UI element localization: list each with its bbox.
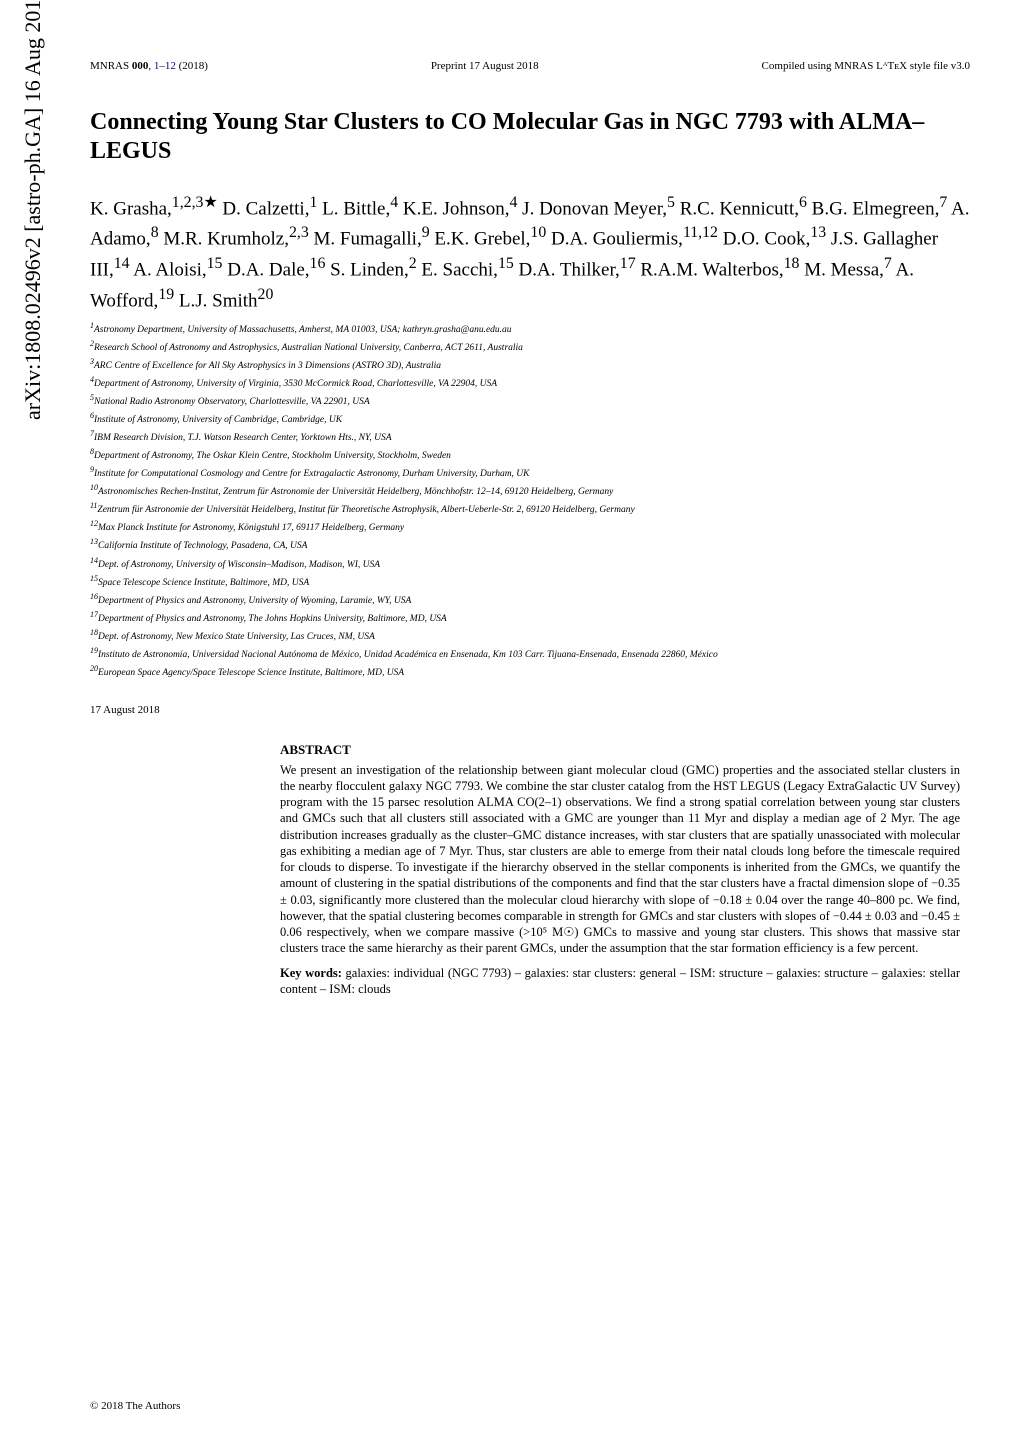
- affiliation: 11Zentrum für Astronomie der Universität…: [90, 501, 970, 517]
- keywords-label: Key words:: [280, 966, 342, 980]
- affiliation: 8Department of Astronomy, The Oskar Klei…: [90, 447, 970, 463]
- affiliation: 5National Radio Astronomy Observatory, C…: [90, 393, 970, 409]
- header-right: Compiled using MNRAS LᴬTᴇX style file v3…: [762, 60, 970, 72]
- affiliation: 18Dept. of Astronomy, New Mexico State U…: [90, 628, 970, 644]
- header-page-end: 12: [165, 60, 176, 72]
- affiliation: 10Astronomisches Rechen-Institut, Zentru…: [90, 483, 970, 499]
- affiliation: 15Space Telescope Science Institute, Bal…: [90, 574, 970, 590]
- header-left: MNRAS 000, 1–12 (2018): [90, 60, 208, 72]
- affiliation: 1Astronomy Department, University of Mas…: [90, 321, 970, 337]
- header-mnras: MNRAS: [90, 60, 132, 72]
- affiliation: 19Instituto de Astronomía, Universidad N…: [90, 646, 970, 662]
- abstract-text: We present an investigation of the relat…: [280, 762, 960, 957]
- header-volume: 000: [132, 60, 149, 72]
- keywords-text: galaxies: individual (NGC 7793) – galaxi…: [280, 966, 960, 996]
- keywords: Key words: galaxies: individual (NGC 779…: [280, 965, 960, 998]
- journal-header: MNRAS 000, 1–12 (2018) Preprint 17 Augus…: [90, 60, 970, 72]
- affiliation: 13California Institute of Technology, Pa…: [90, 537, 970, 553]
- paper-title: Connecting Young Star Clusters to CO Mol…: [90, 108, 970, 166]
- arxiv-identifier: arXiv:1808.02496v2 [astro-ph.GA] 16 Aug …: [20, 0, 46, 420]
- header-center: Preprint 17 August 2018: [431, 60, 539, 72]
- affiliation: 7IBM Research Division, T.J. Watson Rese…: [90, 429, 970, 445]
- affiliation: 3ARC Centre of Excellence for All Sky As…: [90, 357, 970, 373]
- affiliation: 16Department of Physics and Astronomy, U…: [90, 592, 970, 608]
- abstract-heading: ABSTRACT: [280, 742, 960, 758]
- affiliation: 17Department of Physics and Astronomy, T…: [90, 610, 970, 626]
- affiliation: 2Research School of Astronomy and Astrop…: [90, 339, 970, 355]
- affiliation: 9Institute for Computational Cosmology a…: [90, 465, 970, 481]
- affiliation: 12Max Planck Institute for Astronomy, Kö…: [90, 519, 970, 535]
- affiliation: 14Dept. of Astronomy, University of Wisc…: [90, 556, 970, 572]
- affiliation: 4Department of Astronomy, University of …: [90, 375, 970, 391]
- affiliation: 6Institute of Astronomy, University of C…: [90, 411, 970, 427]
- copyright-footer: © 2018 The Authors: [90, 1400, 180, 1412]
- preprint-date: 17 August 2018: [90, 704, 970, 716]
- header-year: (2018): [176, 60, 208, 72]
- abstract-block: ABSTRACT We present an investigation of …: [280, 742, 960, 998]
- author-list: K. Grasha,1,2,3★ D. Calzetti,1 L. Bittle…: [90, 192, 970, 316]
- affiliation: 20European Space Agency/Space Telescope …: [90, 664, 970, 680]
